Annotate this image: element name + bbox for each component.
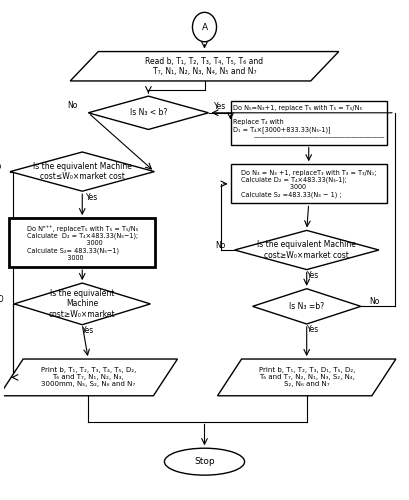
- Circle shape: [193, 12, 216, 42]
- Text: No: No: [67, 101, 77, 110]
- Text: Is the equivalent Machine
cost≤W₀×market cost: Is the equivalent Machine cost≤W₀×market…: [33, 162, 132, 182]
- Text: No: No: [216, 240, 226, 250]
- Polygon shape: [88, 96, 209, 130]
- Ellipse shape: [164, 448, 245, 475]
- Text: NO: NO: [0, 294, 4, 304]
- Polygon shape: [0, 359, 178, 396]
- Polygon shape: [10, 152, 155, 191]
- Text: Do N₃ = N₃ +1, replaceT₃ with T₃ = T₃/N₁;
Calculate D₂ = T₄×483.33(N₃-1);
      : Do N₃ = N₃ +1, replaceT₃ with T₃ = T₃/N₁…: [241, 170, 376, 198]
- Polygon shape: [235, 230, 379, 270]
- Text: Is N₃ =b?: Is N₃ =b?: [289, 302, 324, 311]
- Text: Print b, T₁, T₂, T₃, D₁, T₅, D₂,
T₆ and T₇, N₂, N₁, N₃, S₂, N₄,
S₂, N₆ and N₇: Print b, T₁, T₂, T₃, D₁, T₅, D₂, T₆ and …: [258, 368, 355, 388]
- Bar: [231, 100, 387, 144]
- Text: Yes: Yes: [307, 271, 319, 280]
- Text: No: No: [0, 162, 1, 171]
- Text: Yes: Yes: [307, 326, 319, 334]
- Polygon shape: [218, 359, 396, 396]
- Bar: [9, 218, 155, 267]
- Text: A: A: [202, 22, 207, 32]
- Text: Stop: Stop: [194, 457, 215, 466]
- Polygon shape: [70, 52, 339, 81]
- Text: Is the equivalent Machine
cost≥W₀×market cost: Is the equivalent Machine cost≥W₀×market…: [257, 240, 356, 260]
- Text: Is N₃ < b?: Is N₃ < b?: [130, 108, 167, 118]
- Text: Read b, T₁, T₂, T₃, T₄, T₅, T₆ and
T₇, N₁, N₂, N₃, N₄, N₅ and N₇: Read b, T₁, T₂, T₃, T₄, T₅, T₆ and T₇, N…: [146, 56, 263, 76]
- Text: Is the equivalent
Machine
cost≥W₀×market: Is the equivalent Machine cost≥W₀×market: [49, 289, 116, 319]
- Text: Yes: Yes: [214, 102, 227, 112]
- Polygon shape: [14, 283, 151, 325]
- Text: Print b, T₁, T₂, T₃, T₄, T₅, D₂,
T₆ and T₇, N₁, N₂, N₃,
3000mm, N₅, S₂, N₆ and N: Print b, T₁, T₂, T₃, T₄, T₅, D₂, T₆ and …: [40, 368, 136, 388]
- Text: No: No: [370, 297, 380, 306]
- Bar: [231, 164, 387, 203]
- Text: Do N₅=N₃+1, replace T₅ with T₅ = T₅/N₅

Replace T₄ with
D₁ = T₄×[3000+833.33(N₅-: Do N₅=N₃+1, replace T₅ with T₅ = T₅/N₅ R…: [233, 105, 384, 140]
- Text: Yes: Yes: [86, 192, 99, 202]
- Text: Yes: Yes: [82, 326, 94, 335]
- Polygon shape: [253, 288, 361, 324]
- Text: Do Nᵉ⁺⁺, replaceT₅ with T₅ = T₅/N₅
Calculate  D₂ = T₄×483.33(N₅−1);
            : Do Nᵉ⁺⁺, replaceT₅ with T₅ = T₅/N₅ Calcu…: [27, 225, 138, 260]
